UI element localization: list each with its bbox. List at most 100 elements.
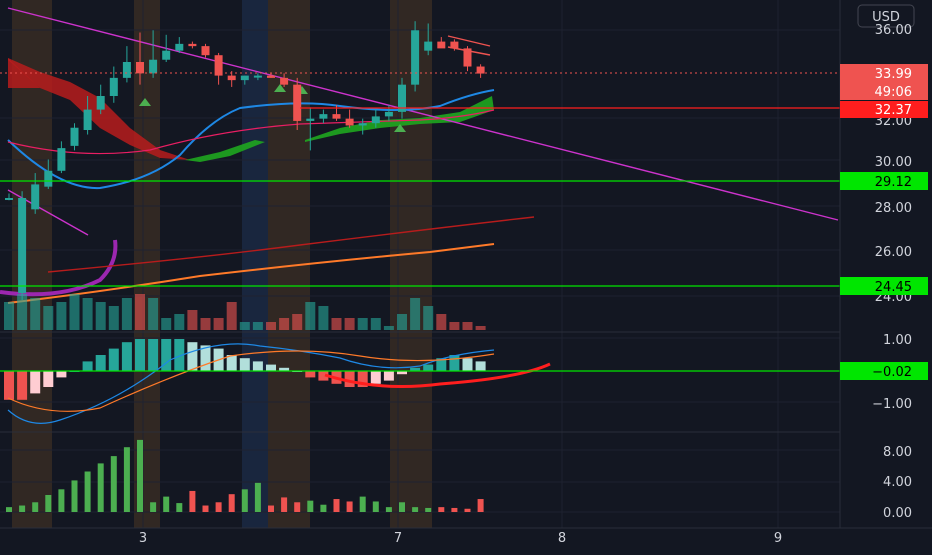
histogram-bar xyxy=(383,371,394,381)
candle-body xyxy=(306,118,315,121)
candle-body xyxy=(136,62,144,74)
oscillator2-bar xyxy=(71,480,78,512)
oscillator-tick: −1.00 xyxy=(872,397,912,412)
oscillator2-bar xyxy=(150,502,157,512)
oscillator2-bar xyxy=(385,507,392,512)
volume-bar xyxy=(397,314,407,330)
oscillator2-bar xyxy=(451,507,458,512)
candle-body xyxy=(162,50,171,60)
cloud-green xyxy=(185,140,265,162)
oscillator2-bar xyxy=(346,501,353,512)
volume-bar xyxy=(436,314,447,330)
volume-bar xyxy=(252,322,263,330)
histogram-bar xyxy=(187,342,198,371)
oscillator2-bar xyxy=(477,499,484,512)
oscillator2-bar xyxy=(202,505,209,512)
histogram-bar xyxy=(226,355,237,371)
oscillator2-bar xyxy=(372,501,379,512)
oscillator2-tick: 8.00 xyxy=(883,445,912,460)
trendline-descending xyxy=(7,7,839,221)
upper-green-level-tag xyxy=(840,172,928,190)
oscillator2-bar xyxy=(189,490,196,512)
oscillator2-bar xyxy=(32,502,39,512)
oscillator2-bar xyxy=(412,507,419,512)
candle-body xyxy=(293,84,302,121)
histogram-bar xyxy=(17,371,28,400)
volume-bar xyxy=(410,298,421,330)
volume-bar xyxy=(344,318,355,330)
price-axis[interactable]: USD 36.00 32.00 30.00 28.00 26.00 24.00 … xyxy=(839,0,932,528)
histogram-bar xyxy=(43,371,54,387)
oscillator2-bar xyxy=(137,439,143,512)
oscillator2-bar xyxy=(399,502,405,512)
session-band xyxy=(242,0,268,528)
volume-bar xyxy=(108,306,119,330)
histogram-bar xyxy=(174,339,185,371)
oscillator-value-tag xyxy=(840,362,928,380)
oscillator-panels xyxy=(4,339,551,512)
red-level-tag xyxy=(840,101,928,118)
histogram-bar xyxy=(410,367,421,371)
macd-line xyxy=(7,343,495,424)
histogram-bar xyxy=(82,361,93,371)
oscillator2-bar xyxy=(281,497,288,512)
volume-bar xyxy=(200,318,211,330)
time-label: 3 xyxy=(139,531,147,546)
histogram-bar xyxy=(357,371,368,387)
candle-body xyxy=(57,148,66,171)
oscillator-tick: 1.00 xyxy=(883,333,912,348)
currency-button[interactable] xyxy=(857,4,915,28)
histogram-bar xyxy=(305,371,316,378)
oscillator2-bar xyxy=(228,494,235,512)
volume-bar xyxy=(95,302,106,330)
volume-bar xyxy=(43,306,54,330)
signal-line xyxy=(7,350,495,412)
candle-body xyxy=(201,46,210,56)
time-label: 8 xyxy=(558,531,566,546)
oscillator2-bar xyxy=(215,502,222,512)
flag-line xyxy=(447,35,491,47)
histogram-bar xyxy=(318,371,329,381)
oscillator2-tick: 4.00 xyxy=(883,475,912,490)
volume-bar xyxy=(305,302,316,330)
volume-bar xyxy=(135,294,145,330)
volume-bar xyxy=(383,326,394,330)
lower-green-level-label: 24.45 xyxy=(875,280,912,295)
volume-bar xyxy=(449,322,460,330)
volume-bar xyxy=(318,306,329,330)
oscillator2-bar xyxy=(58,489,65,512)
volume-bar xyxy=(475,326,486,330)
histogram-bar xyxy=(449,355,460,371)
time-axis[interactable]: 3 7 8 9 xyxy=(0,527,932,546)
histogram-bar xyxy=(135,339,145,371)
candle-body xyxy=(267,75,275,78)
histogram-bar xyxy=(108,348,119,371)
histogram-bar xyxy=(121,342,132,371)
volume-bar xyxy=(213,318,224,330)
volume-bar xyxy=(4,302,14,330)
volume-bar xyxy=(187,310,198,330)
ma-red-line xyxy=(47,216,535,273)
session-band xyxy=(390,0,432,528)
histogram-bar xyxy=(56,371,67,378)
candle-body xyxy=(371,116,380,124)
candlesticks[interactable] xyxy=(5,21,485,300)
oscillator2-bar xyxy=(19,505,26,512)
countdown-tag xyxy=(840,82,928,100)
volume-bar xyxy=(266,322,276,330)
histogram-bar xyxy=(252,361,263,371)
candle-body xyxy=(227,75,236,81)
volume-bar xyxy=(121,298,132,330)
candle-body xyxy=(31,184,40,210)
currency-label: USD xyxy=(872,10,900,25)
histogram-bar xyxy=(436,358,447,371)
horizontal-levels[interactable] xyxy=(0,72,840,372)
candle-body xyxy=(96,96,105,110)
oscillator2-bar xyxy=(333,499,340,512)
volume-bar xyxy=(423,306,434,330)
volume-bar xyxy=(226,302,237,330)
candle-body xyxy=(345,118,354,126)
lower-green-level-tag xyxy=(840,277,928,295)
